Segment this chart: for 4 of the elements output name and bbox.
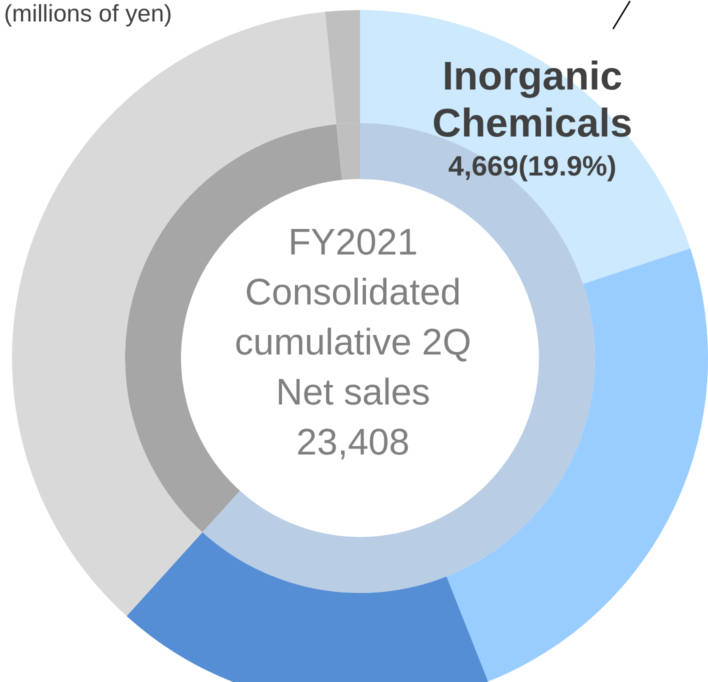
text: (millions of yen) bbox=[4, 0, 172, 28]
text: FY2021 Consolidated cumulative 2Q Net sales 23,408 bbox=[234, 222, 472, 462]
slice-label: Inorganic Chemicals bbox=[432, 54, 632, 146]
data-label: 4,669(19.9%) bbox=[448, 150, 616, 182]
